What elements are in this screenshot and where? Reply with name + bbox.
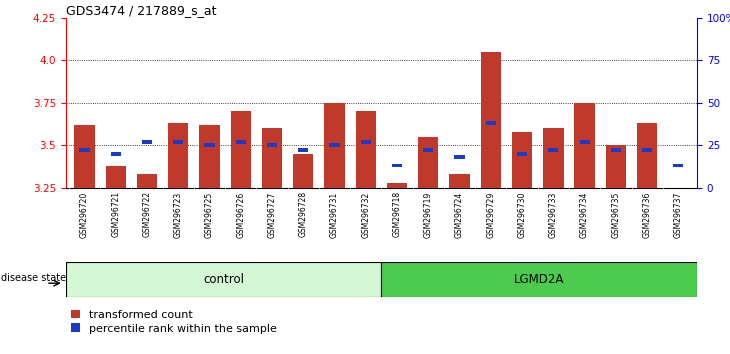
Bar — [324, 103, 345, 188]
Text: GSM296729: GSM296729 — [486, 191, 496, 238]
Text: GSM296727: GSM296727 — [267, 191, 277, 238]
Bar — [455, 155, 465, 159]
Text: GDS3474 / 217889_s_at: GDS3474 / 217889_s_at — [66, 4, 216, 17]
Bar — [80, 148, 90, 152]
Bar — [673, 164, 683, 167]
Bar — [637, 123, 657, 188]
Bar — [106, 166, 126, 188]
Bar — [137, 174, 157, 188]
Bar — [611, 148, 621, 152]
Bar — [298, 148, 308, 152]
Bar — [173, 140, 183, 144]
Bar — [74, 125, 95, 188]
Bar — [361, 140, 371, 144]
Text: GSM296723: GSM296723 — [174, 191, 182, 238]
Text: disease state: disease state — [1, 273, 66, 283]
Bar — [450, 174, 469, 188]
Bar — [423, 148, 434, 152]
Text: GSM296733: GSM296733 — [549, 191, 558, 238]
Bar — [485, 121, 496, 125]
Text: GSM296721: GSM296721 — [111, 191, 120, 238]
Bar — [575, 103, 595, 188]
Text: GSM296731: GSM296731 — [330, 191, 339, 238]
Text: GSM296724: GSM296724 — [455, 191, 464, 238]
Text: GSM296732: GSM296732 — [361, 191, 370, 238]
Text: GSM296720: GSM296720 — [80, 191, 89, 238]
Bar — [231, 111, 251, 188]
Bar — [580, 140, 590, 144]
Text: GSM296735: GSM296735 — [611, 191, 620, 238]
Text: GSM296730: GSM296730 — [518, 191, 526, 238]
Bar — [392, 164, 402, 167]
Bar — [543, 128, 564, 188]
Bar — [480, 52, 501, 188]
Bar — [236, 140, 246, 144]
Text: GSM296718: GSM296718 — [393, 191, 402, 238]
Text: GSM296722: GSM296722 — [142, 191, 152, 238]
Bar — [66, 262, 381, 297]
Bar — [204, 143, 215, 147]
Bar — [642, 148, 652, 152]
Text: control: control — [203, 273, 244, 286]
Text: GSM296725: GSM296725 — [205, 191, 214, 238]
Bar — [168, 123, 188, 188]
Bar — [293, 154, 313, 188]
Bar — [142, 140, 152, 144]
Bar — [111, 152, 120, 155]
Bar — [381, 262, 697, 297]
Bar — [329, 143, 339, 147]
Bar — [606, 145, 626, 188]
Text: GSM296726: GSM296726 — [237, 191, 245, 238]
Text: GSM296734: GSM296734 — [580, 191, 589, 238]
Text: GSM296719: GSM296719 — [424, 191, 433, 238]
Legend: transformed count, percentile rank within the sample: transformed count, percentile rank withi… — [72, 310, 277, 333]
Bar — [262, 128, 283, 188]
Bar — [387, 183, 407, 188]
Bar — [512, 132, 532, 188]
Bar — [418, 137, 439, 188]
Bar — [356, 111, 376, 188]
Text: LGMD2A: LGMD2A — [514, 273, 564, 286]
Bar — [267, 143, 277, 147]
Text: GSM296737: GSM296737 — [674, 191, 683, 238]
Bar — [517, 152, 527, 155]
Bar — [548, 148, 558, 152]
Text: GSM296728: GSM296728 — [299, 191, 308, 238]
Text: GSM296736: GSM296736 — [642, 191, 652, 238]
Bar — [199, 125, 220, 188]
